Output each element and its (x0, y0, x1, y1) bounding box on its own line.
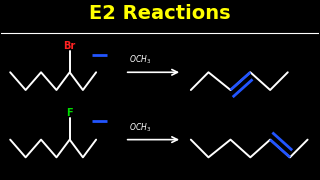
Text: F: F (66, 108, 73, 118)
Text: E2 Reactions: E2 Reactions (89, 4, 231, 23)
Text: Br: Br (64, 41, 76, 51)
Text: $OCH_3$: $OCH_3$ (129, 54, 151, 66)
Text: $OCH_3$: $OCH_3$ (129, 122, 151, 134)
